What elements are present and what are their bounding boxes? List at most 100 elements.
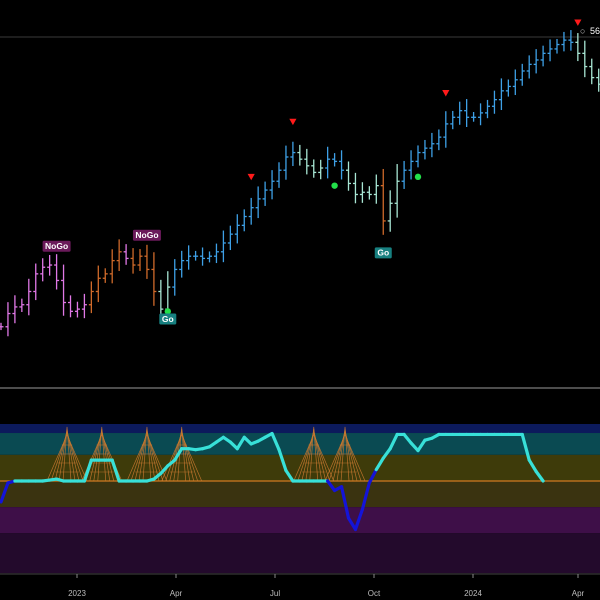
price-bar: [554, 38, 560, 54]
readout-value: 56: [589, 26, 600, 36]
cone-line: [293, 433, 335, 482]
cone-line: [336, 428, 354, 482]
price-bar: [429, 132, 435, 158]
cone-line: [332, 430, 358, 482]
price-bar: [505, 79, 511, 97]
price-bar: [464, 99, 470, 127]
price-bar: [234, 214, 240, 244]
x-tick-label: Apr: [572, 589, 585, 598]
price-bar: [575, 33, 581, 62]
oscillator-segment: [388, 432, 399, 451]
price-bar: [151, 252, 157, 306]
price-bar: [241, 209, 247, 232]
nogo-label: NoGo: [132, 229, 161, 241]
price-bar: [359, 182, 365, 203]
price-bar: [596, 68, 600, 92]
price-bar: [311, 159, 317, 178]
price-bar: [512, 69, 518, 96]
price-bar: [485, 99, 490, 119]
label-box: [159, 313, 177, 325]
oscillator-cone: [293, 426, 335, 482]
cone-line: [54, 430, 80, 482]
price-bar: [54, 254, 60, 290]
price-bar: [68, 295, 73, 318]
price-bar: [325, 146, 331, 179]
price-bar: [290, 141, 296, 167]
price-bar: [220, 230, 226, 263]
oscillator-panel: [0, 424, 600, 574]
oscillator-segment: [374, 456, 385, 472]
price-bar: [262, 181, 268, 206]
price-bar: [450, 110, 456, 130]
price-bar: [81, 293, 87, 319]
oscillator-segment: [353, 507, 364, 532]
price-bar: [137, 249, 143, 271]
price-bar: [61, 264, 67, 316]
label-box: [374, 247, 392, 259]
cone-line: [50, 431, 84, 482]
price-bar: [123, 244, 129, 265]
oscillator-segment: [367, 468, 378, 485]
price-bar: [582, 40, 588, 78]
price-bar: [74, 301, 80, 318]
label-box: [42, 240, 71, 252]
oscillator-segment: [277, 448, 288, 473]
price-bar: [491, 90, 497, 114]
oscillator-segment: [110, 458, 121, 483]
oscillator-cone: [46, 426, 88, 482]
cone-line: [324, 433, 366, 482]
label-text: NoGo: [45, 241, 68, 251]
price-bar: [26, 278, 32, 316]
price-bar: [19, 298, 25, 312]
x-axis: 2023 Apr Jul Oct 2024 Apr: [68, 574, 585, 598]
price-bar: [40, 258, 46, 282]
oscillator-lines: [0, 431, 545, 532]
oscillator-segment: [346, 516, 358, 532]
price-bar: [276, 162, 282, 188]
price-bar: [366, 186, 372, 200]
price-bar: [387, 190, 393, 232]
price-bar: [373, 174, 379, 204]
go-label: Go: [159, 313, 177, 325]
price-bar: [561, 31, 567, 52]
price-bar: [130, 248, 136, 274]
go-nogo-labels: NoGo NoGo Go Go: [42, 229, 392, 325]
price-bar: [255, 186, 261, 219]
oscillator-segment: [326, 479, 337, 493]
oscillator-segment: [284, 468, 295, 483]
oscillator-cone: [126, 426, 168, 482]
price-bar: [102, 268, 108, 283]
price-bars: [0, 30, 600, 337]
price-bar: [179, 250, 185, 278]
price-bar: [332, 153, 338, 167]
price-bar: [269, 170, 275, 200]
down-triangle-marker: [247, 173, 255, 181]
cone-line: [305, 428, 323, 482]
price-bar: [401, 160, 407, 189]
price-bar: [457, 101, 463, 125]
x-tick-label: Jul: [270, 589, 280, 598]
cone-line: [138, 428, 156, 482]
cone-line: [169, 430, 195, 482]
readout-circle-icon: ○: [580, 26, 586, 36]
x-tick-label: 2023: [68, 589, 86, 598]
oscillator-segment: [534, 469, 545, 483]
green-dot-marker: [164, 308, 171, 315]
down-triangle-marker: [574, 19, 582, 26]
price-bar: [339, 150, 345, 180]
label-text: NoGo: [135, 230, 158, 240]
price-bar: [193, 250, 199, 261]
down-triangle-marker: [289, 118, 297, 126]
oscillator-segment: [159, 464, 170, 475]
price-bar: [422, 139, 428, 160]
label-text: Go: [162, 314, 174, 324]
price-bar: [248, 197, 254, 225]
price-bar: [443, 111, 449, 148]
price-bar: [394, 164, 400, 218]
price-bar: [283, 145, 289, 180]
label-box: [132, 229, 161, 241]
cone-line: [328, 431, 362, 482]
x-tick-label: 2024: [464, 589, 482, 598]
oscillator-segment: [409, 441, 420, 453]
